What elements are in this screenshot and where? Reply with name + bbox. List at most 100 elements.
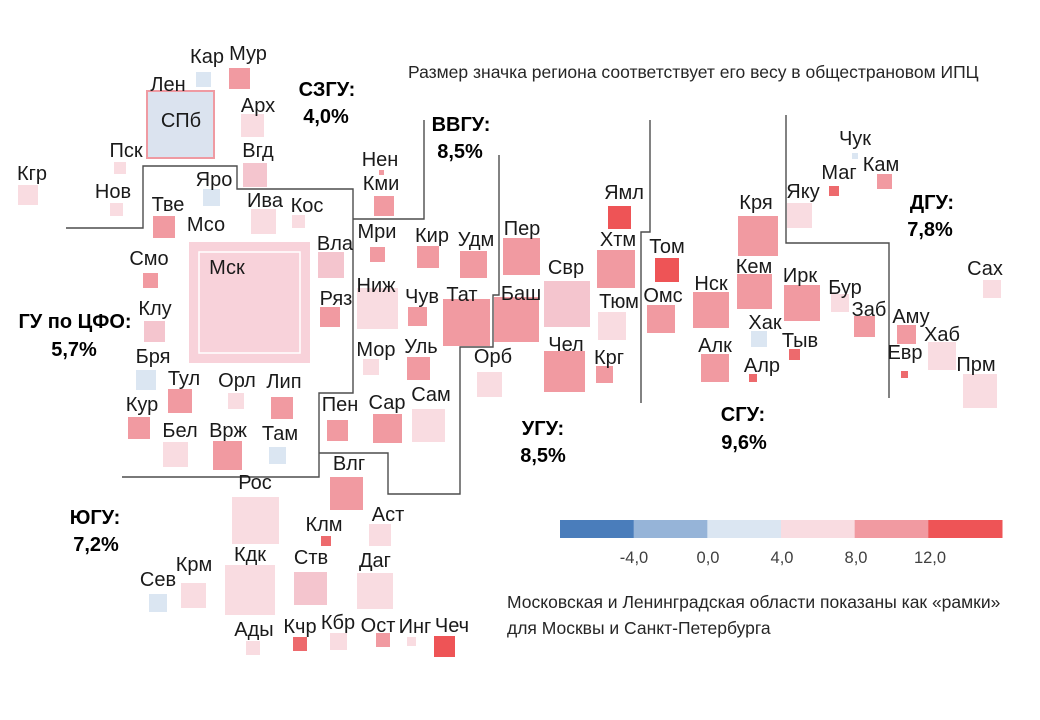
region-label-Сам: Сам: [411, 384, 451, 406]
okrug-boundary: [353, 120, 425, 220]
region-tile-Маг: [829, 186, 839, 196]
region-tile-Влг: [330, 477, 363, 510]
okrug-boundary: [66, 165, 354, 478]
region-label-Бря: Бря: [136, 346, 171, 368]
region-label-Арх: Арх: [241, 95, 275, 117]
frame-tile-СПб: [146, 90, 215, 159]
okrug-value-dgu: 7,8%: [907, 219, 953, 241]
region-label-Пск: Пск: [109, 140, 142, 162]
okrug-boundary: [640, 120, 651, 403]
region-label-Ств: Ств: [294, 547, 328, 569]
okrug-value-cfo: 5,7%: [51, 339, 97, 361]
region-tile-Ады: [246, 641, 260, 655]
region-tile-Ост: [376, 633, 390, 647]
region-label-Баш: Баш: [501, 283, 541, 305]
region-tile-Ирк: [784, 285, 820, 321]
region-tile-Вгд: [243, 163, 267, 187]
region-tile-Уль: [407, 357, 430, 380]
okrug-boundary: [319, 155, 500, 495]
region-tile-Кбр: [330, 633, 347, 650]
region-tile-Тыв: [789, 349, 800, 360]
region-label-Нов: Нов: [95, 181, 131, 203]
region-tile-Сах: [983, 280, 1001, 298]
region-label-Кем: Кем: [736, 256, 773, 278]
region-label-Аст: Аст: [372, 504, 405, 526]
region-label-Бур: Бур: [828, 277, 862, 299]
region-label-Уль: Уль: [404, 336, 437, 358]
region-tile-Кми: [374, 196, 394, 216]
region-label-Ряз: Ряз: [320, 288, 353, 310]
region-tile-Аст: [369, 524, 391, 546]
region-tile-Алр: [749, 374, 757, 382]
legend-tick-label: 4,0: [771, 549, 794, 567]
region-label-Чеч: Чеч: [435, 615, 469, 637]
region-tile-Алк: [701, 354, 729, 382]
region-label-Мсо: Мсо: [187, 214, 225, 236]
region-label-Яку: Яку: [786, 181, 819, 203]
region-label-Прм: Прм: [956, 354, 995, 376]
region-label-Кчр: Кчр: [283, 616, 316, 638]
region-tile-Орб: [477, 372, 502, 397]
region-label-Сев: Сев: [140, 569, 176, 591]
region-tile-Кчр: [293, 637, 307, 651]
region-tile-Мур: [229, 68, 250, 89]
region-label-Ниж: Ниж: [357, 275, 397, 297]
region-label-Кам: Кам: [863, 154, 900, 176]
region-label-Кря: Кря: [739, 192, 772, 214]
region-label-Бел: Бел: [162, 420, 197, 442]
region-label-Евр: Евр: [887, 342, 922, 364]
region-tile-Нск: [693, 292, 729, 328]
region-label-Тве: Тве: [152, 194, 185, 216]
region-tile-Яку: [787, 203, 812, 228]
region-label-Чел: Чел: [548, 334, 583, 356]
region-tile-Заб: [854, 316, 875, 337]
region-label-Тыв: Тыв: [782, 330, 818, 352]
region-label-Нен: Нен: [362, 149, 399, 171]
region-label-Ост: Ост: [361, 615, 396, 637]
okrug-label-vvgu: ВВГУ:: [432, 114, 491, 136]
region-tile-Яро: [203, 189, 220, 206]
region-tile-Удм: [460, 251, 487, 278]
region-tile-Кем: [737, 274, 772, 309]
legend-bar-segment: [854, 520, 929, 538]
region-label-Тюм: Тюм: [599, 291, 639, 313]
region-label-Кгр: Кгр: [17, 163, 47, 185]
region-tile-Чук: [852, 153, 858, 159]
legend-bar-segment: [707, 520, 782, 538]
region-label-Алр: Алр: [744, 355, 780, 377]
okrug-value-yugu: 7,2%: [73, 534, 119, 556]
region-label-Даг: Даг: [359, 550, 391, 572]
region-label-Чув: Чув: [405, 286, 439, 308]
region-label-Орл: Орл: [218, 370, 256, 392]
region-tile-Нен: [379, 170, 384, 175]
region-tile-Аму: [897, 325, 916, 344]
region-tile-Пер: [503, 238, 540, 275]
region-tile-Мор: [363, 359, 379, 375]
region-tile-Кдк: [225, 565, 275, 615]
region-label-Нск: Нск: [694, 273, 727, 295]
region-tile-Кря: [738, 216, 778, 256]
region-tile-Ряз: [320, 307, 340, 327]
region-label-Сар: Сар: [369, 392, 406, 414]
frame-tile-Мск: [189, 242, 310, 363]
region-tile-Смо: [143, 273, 158, 288]
region-tile-Кгр: [18, 185, 38, 205]
region-tile-Прм: [963, 374, 997, 408]
region-tile-Сар: [373, 414, 402, 443]
region-label-Кми: Кми: [363, 173, 400, 195]
legend-bar-segment: [560, 520, 635, 538]
region-tile-Бря: [136, 370, 156, 390]
okrug-value-sgu: 9,6%: [721, 432, 767, 454]
region-tile-Том: [655, 258, 679, 282]
region-label-Кур: Кур: [126, 394, 159, 416]
frames-note: Московская и Ленинградская области показ…: [507, 589, 1040, 641]
region-tile-Крг: [596, 366, 613, 383]
region-label-Удм: Удм: [458, 229, 495, 251]
region-label-Кбр: Кбр: [321, 612, 355, 634]
region-tile-Кос: [292, 215, 305, 228]
region-tile-Кур: [128, 417, 150, 439]
region-label-Вгд: Вгд: [242, 140, 274, 162]
region-tile-Клу: [144, 321, 165, 342]
region-tile-Лип: [271, 397, 293, 419]
